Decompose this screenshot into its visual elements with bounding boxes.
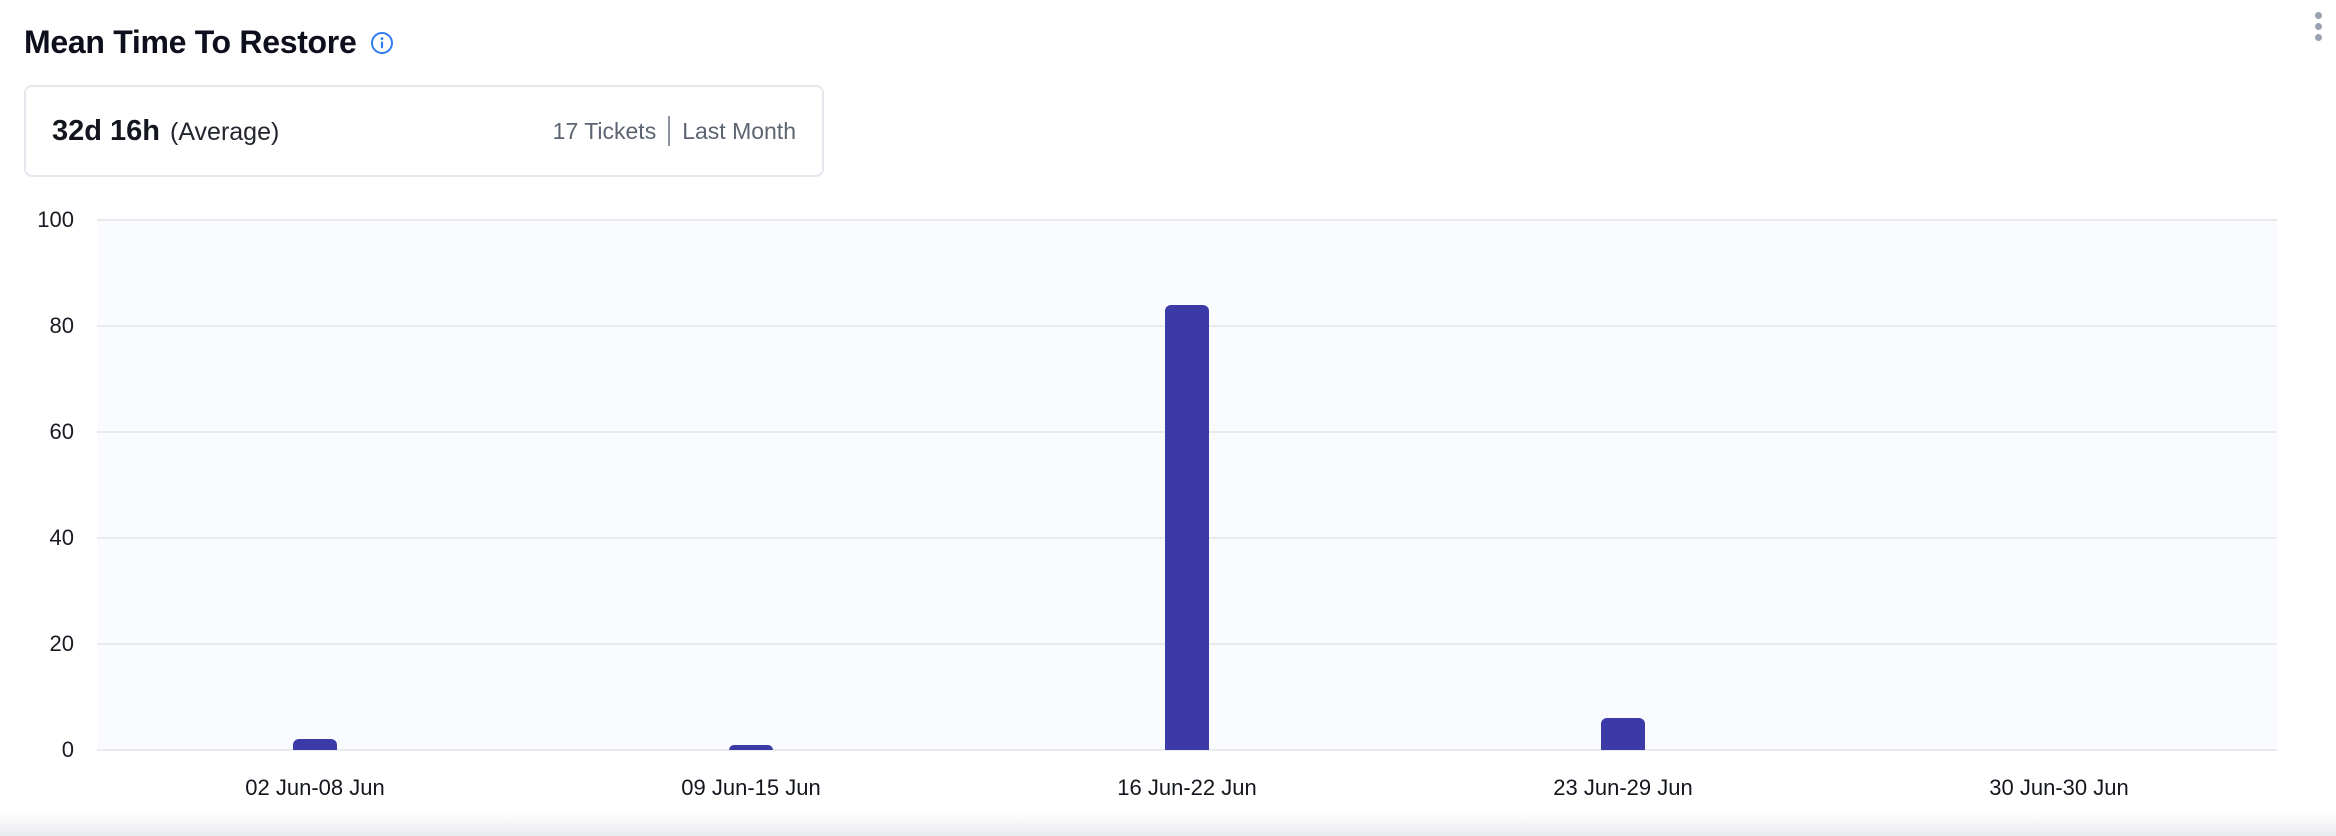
bar[interactable] bbox=[293, 739, 337, 750]
period-label: Last Month bbox=[682, 117, 796, 144]
page-title: Mean Time To Restore bbox=[24, 24, 357, 60]
y-axis: 0 20 40 60 80 100 bbox=[0, 207, 74, 762]
bar[interactable] bbox=[729, 744, 773, 750]
bar-slot bbox=[97, 220, 533, 750]
x-tick-label: 23 Jun-29 Jun bbox=[1553, 775, 1693, 800]
bar-slot bbox=[1405, 220, 1841, 750]
y-tick-label: 60 bbox=[49, 419, 74, 444]
summary-value: 32d 16h bbox=[52, 114, 160, 147]
info-icon[interactable] bbox=[370, 31, 394, 55]
summary-qualifier: (Average) bbox=[170, 117, 280, 146]
summary-average: 32d 16h (Average) bbox=[52, 115, 279, 148]
x-axis: 02 Jun-08 Jun 09 Jun-15 Jun 16 Jun-22 Jun 2… bbox=[97, 768, 2277, 808]
y-tick-label: 20 bbox=[49, 631, 74, 656]
meta-divider bbox=[668, 116, 671, 146]
x-tick-label: 16 Jun-22 Jun bbox=[1117, 775, 1257, 800]
kebab-menu-button[interactable] bbox=[2309, 6, 2328, 47]
bar-slot bbox=[1841, 220, 2277, 750]
plot-area bbox=[97, 219, 2277, 751]
kebab-dot bbox=[2315, 12, 2322, 19]
summary-meta: 17 Tickets Last Month bbox=[553, 116, 796, 146]
kebab-dot bbox=[2315, 23, 2322, 30]
bar-slot bbox=[533, 220, 969, 750]
y-tick-label: 100 bbox=[37, 207, 74, 232]
kebab-dot bbox=[2315, 34, 2322, 41]
gridline bbox=[97, 749, 2277, 751]
y-tick-label: 40 bbox=[49, 525, 74, 550]
y-tick-label: 80 bbox=[49, 313, 74, 338]
gridline bbox=[97, 219, 2277, 221]
tickets-count: 17 Tickets bbox=[552, 117, 657, 144]
x-tick-label: 30 Jun-30 Jun bbox=[1989, 775, 2129, 800]
summary-card: 32d 16h (Average) 17 Tickets Last Month bbox=[24, 85, 824, 177]
bar[interactable] bbox=[1165, 304, 1209, 750]
widget-header: Mean Time To Restore bbox=[24, 24, 2312, 61]
y-tick-label: 0 bbox=[61, 737, 74, 762]
x-tick-label: 09 Jun-15 Jun bbox=[681, 775, 821, 800]
x-tick-label: 02 Jun-08 Jun bbox=[245, 775, 385, 800]
bar[interactable] bbox=[1601, 718, 1645, 750]
bar-slot bbox=[969, 220, 1405, 750]
